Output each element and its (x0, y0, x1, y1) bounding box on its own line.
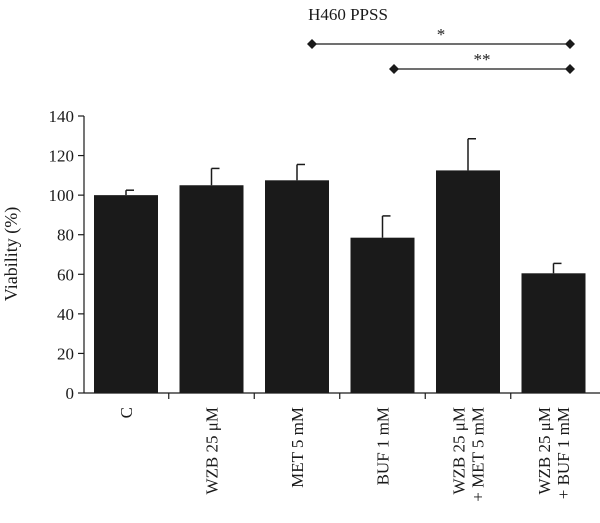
bar (521, 273, 586, 393)
category-label: WZB 25 μM (535, 407, 554, 495)
significance-label: * (437, 25, 446, 44)
significance-end-diamond (565, 39, 575, 49)
chart-title: H460 PPSS (308, 5, 388, 24)
y-tick-label: 20 (57, 344, 74, 363)
y-tick-label: 80 (57, 226, 74, 245)
significance-end-diamond (565, 64, 575, 74)
bar (265, 180, 329, 393)
y-axis: 0 20 40 60 80 100 120 140 (49, 107, 600, 403)
y-tick-label: 120 (49, 147, 75, 166)
category-label: C (117, 407, 136, 418)
significance-label: ** (474, 50, 491, 69)
bars (94, 138, 586, 393)
category-label: WZB 25 μM (203, 407, 222, 495)
bar (350, 237, 415, 393)
y-tick-label: 100 (49, 186, 75, 205)
significance-end-diamond (307, 39, 317, 49)
category-label: + MET 5 mM (469, 407, 488, 502)
category-label: + BUF 1 mM (554, 407, 573, 499)
y-tick-label: 140 (49, 107, 75, 126)
y-tick-label: 0 (66, 384, 75, 403)
significance-markers: *** (307, 25, 575, 74)
bar (94, 195, 158, 393)
category-label: BUF 1 mM (374, 407, 393, 485)
y-tick-label: 40 (57, 305, 74, 324)
bar (179, 185, 244, 393)
category-labels: C WZB 25 μM MET 5 mM BUF 1 mM WZB 25 μM + MET… (117, 407, 573, 502)
bar (436, 170, 500, 393)
category-label: WZB 25 μM (450, 407, 469, 495)
y-tick-label: 60 (57, 265, 74, 284)
category-label: MET 5 mM (288, 407, 307, 488)
y-axis-title: Viability (%) (1, 207, 22, 301)
significance-end-diamond (389, 64, 399, 74)
